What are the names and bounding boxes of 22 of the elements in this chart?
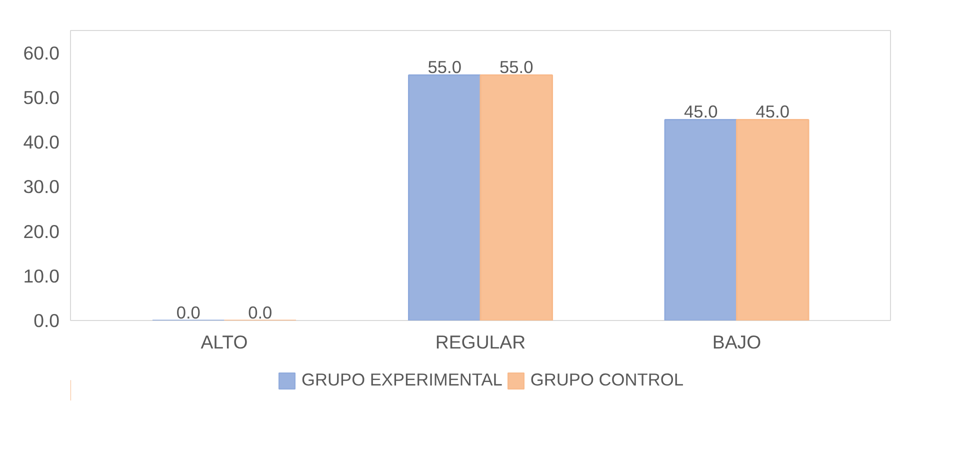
x-tick-label: REGULAR	[435, 332, 526, 352]
data-label: 45.0	[684, 102, 718, 122]
legend-label: GRUPO EXPERIMENTAL	[302, 370, 502, 390]
data-label: 45.0	[756, 102, 790, 122]
y-tick-label: 0.0	[34, 310, 60, 331]
y-tick-label: 50.0	[23, 86, 60, 108]
data-label: 55.0	[428, 57, 462, 78]
x-tick-label: BAJO	[712, 332, 762, 352]
data-label: 0.0	[176, 302, 200, 322]
y-tick-label: 60.0	[23, 42, 60, 64]
bar	[408, 74, 482, 320]
bar	[480, 74, 553, 320]
x-tick-label: ALTO	[200, 332, 248, 352]
y-tick-label: 20.0	[23, 220, 60, 242]
bar	[664, 118, 738, 320]
data-label: 0.0	[248, 302, 272, 322]
data-label: 55.0	[500, 57, 534, 78]
y-tick-label: 10.0	[23, 265, 60, 286]
y-tick-label: 40.0	[23, 132, 60, 153]
y-tick-label: 30.0	[23, 176, 60, 198]
bar	[736, 118, 810, 320]
legend-label: GRUPO CONTROL	[530, 370, 684, 390]
